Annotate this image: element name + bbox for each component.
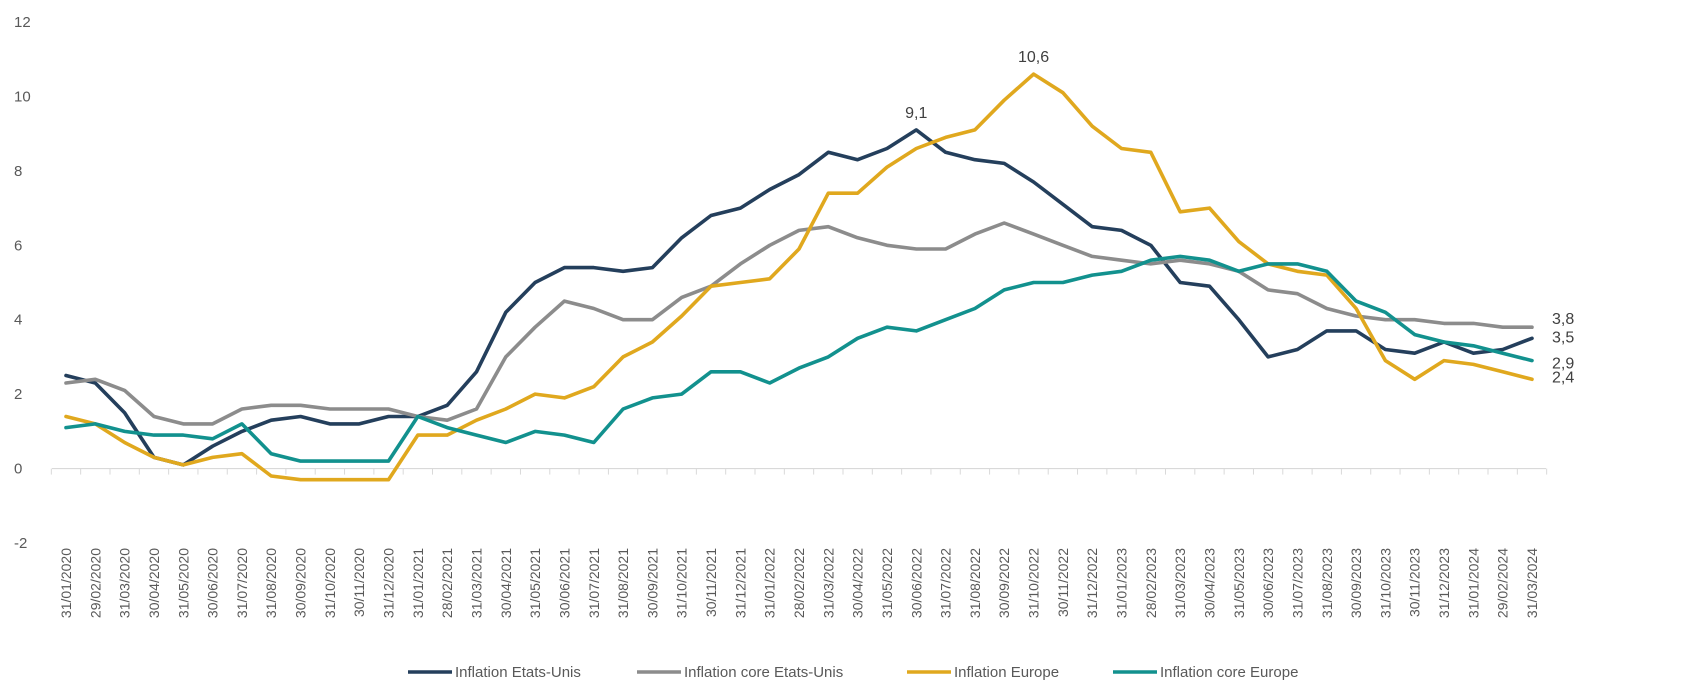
legend-label-0: Inflation Etats-Unis xyxy=(455,664,581,681)
data-annotations: 9,1 10,6 3,83,5 2,92,4 xyxy=(905,49,1574,386)
x-tick-label: 31/01/2020 xyxy=(58,548,74,618)
x-tick-label: 31/12/2023 xyxy=(1436,548,1452,618)
x-tick-label: 31/01/2023 xyxy=(1114,548,1130,618)
x-tick-label: 31/08/2020 xyxy=(263,548,279,618)
x-tick-label: 30/04/2022 xyxy=(850,548,866,618)
x-tick-label: 30/04/2020 xyxy=(146,548,162,618)
y-tick-label: 4 xyxy=(14,312,22,329)
x-tick-label: 31/10/2020 xyxy=(322,548,338,618)
x-tick-label: 31/10/2021 xyxy=(674,548,690,618)
data-label: 2,9 xyxy=(1552,356,1574,373)
y-axis: -2 0 2 4 6 8 10 12 xyxy=(14,14,31,552)
series-line-3 xyxy=(64,254,1534,463)
y-tick-label: -2 xyxy=(14,535,27,552)
x-tick-label: 30/09/2022 xyxy=(996,548,1012,618)
x-tick-label: 31/08/2022 xyxy=(967,548,983,618)
x-tick-label: 31/01/2021 xyxy=(410,548,426,618)
x-tick-label: 30/09/2023 xyxy=(1348,548,1364,618)
x-tick-label: 30/04/2021 xyxy=(498,548,514,618)
series-line-0 xyxy=(64,128,1534,467)
x-tick-label: 31/03/2022 xyxy=(820,548,836,618)
x-tick-label: 31/07/2022 xyxy=(938,548,954,618)
x-tick-label: 31/03/2021 xyxy=(468,548,484,618)
x-tick-label: 30/04/2023 xyxy=(1201,548,1217,618)
y-tick-label: 0 xyxy=(14,461,22,478)
x-tick-label: 30/06/2020 xyxy=(205,548,221,618)
series-line-2 xyxy=(64,72,1534,482)
x-tick-label: 30/11/2021 xyxy=(703,548,719,617)
x-tick-label: 31/12/2020 xyxy=(381,548,397,618)
y-tick-label: 12 xyxy=(14,14,31,31)
legend-label-2: Inflation Europe xyxy=(954,664,1059,681)
x-tick-label: 31/01/2022 xyxy=(762,548,778,618)
x-tick-label: 30/06/2021 xyxy=(556,548,572,618)
x-tick-label: 31/10/2023 xyxy=(1377,548,1393,618)
data-label: 2,4 xyxy=(1552,369,1574,386)
data-label: 3,8 xyxy=(1552,311,1574,328)
x-tick-label: 28/02/2022 xyxy=(791,548,807,618)
x-tick-label: 31/03/2020 xyxy=(117,548,133,618)
x-tick-label: 31/12/2021 xyxy=(732,548,748,618)
x-tick-label: 29/02/2020 xyxy=(87,548,103,618)
legend: Inflation Etats-Unis Inflation core Etats… xyxy=(408,664,1298,681)
x-tick-label: 30/06/2023 xyxy=(1260,548,1276,618)
x-tick-label: 31/07/2021 xyxy=(586,548,602,618)
x-tick-label: 31/05/2020 xyxy=(175,548,191,618)
y-tick-label: 6 xyxy=(14,237,22,254)
y-tick-label: 10 xyxy=(14,88,31,105)
series-lines xyxy=(64,72,1534,482)
y-tick-label: 8 xyxy=(14,163,22,180)
x-tick-label: 31/08/2021 xyxy=(615,548,631,618)
x-tick-label: 31/05/2022 xyxy=(879,548,895,618)
x-tick-label: 31/01/2024 xyxy=(1465,548,1481,618)
x-tick-label: 31/07/2020 xyxy=(234,548,250,618)
x-tick-label: 29/02/2024 xyxy=(1495,548,1511,618)
x-tick-label: 31/08/2023 xyxy=(1319,548,1335,618)
x-tick-label: 30/11/2022 xyxy=(1055,548,1071,617)
data-label: 9,1 xyxy=(905,105,927,122)
x-tick-label: 30/11/2020 xyxy=(351,548,367,617)
x-tick-label: 30/09/2021 xyxy=(644,548,660,618)
x-tick-label: 28/02/2023 xyxy=(1143,548,1159,618)
x-tick-label: 30/09/2020 xyxy=(293,548,309,618)
x-tick-label: 30/11/2023 xyxy=(1407,548,1423,617)
x-tick-label: 31/05/2021 xyxy=(527,548,543,618)
x-axis: 31/01/2020 29/02/2020 31/03/2020 30/04/2020… xyxy=(50,467,1548,618)
x-tick-label: 31/03/2024 xyxy=(1524,548,1540,618)
x-tick-label: 31/05/2023 xyxy=(1231,548,1247,618)
x-tick-label: 31/12/2022 xyxy=(1084,548,1100,618)
x-tick-label: 31/10/2022 xyxy=(1026,548,1042,618)
legend-label-1: Inflation core Etats-Unis xyxy=(684,664,843,681)
x-tick-label: 31/03/2023 xyxy=(1172,548,1188,618)
x-tick-label: 30/06/2022 xyxy=(908,548,924,618)
y-tick-label: 2 xyxy=(14,386,22,403)
x-tick-label: 28/02/2021 xyxy=(439,548,455,618)
data-label: 10,6 xyxy=(1018,49,1049,66)
data-label: 3,5 xyxy=(1552,329,1574,346)
x-tick-label: 31/07/2023 xyxy=(1289,548,1305,618)
series-line-1 xyxy=(64,221,1534,426)
legend-label-3: Inflation core Europe xyxy=(1160,664,1298,681)
